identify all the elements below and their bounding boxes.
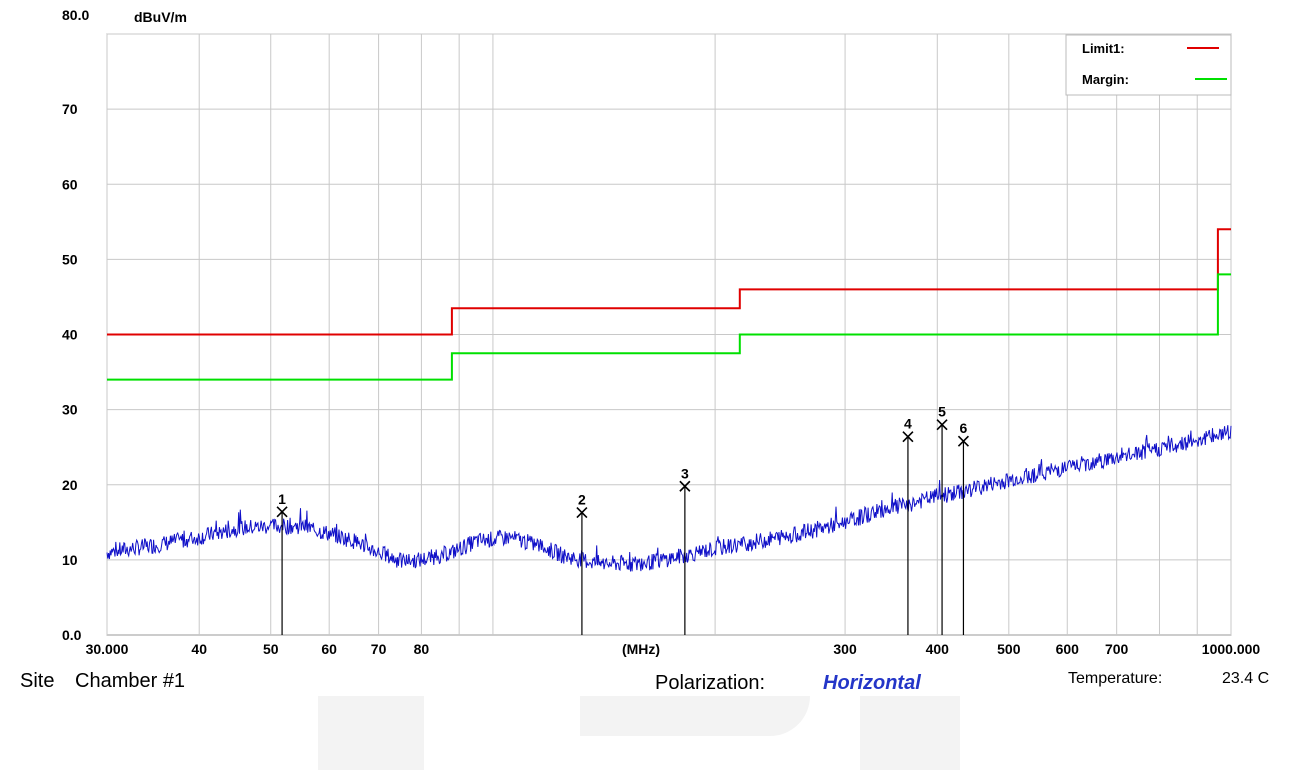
x-tick-label: 500 xyxy=(997,641,1021,657)
margin-line xyxy=(107,273,1231,381)
marker-cross xyxy=(276,506,288,518)
site-value: Chamber #1 xyxy=(75,670,186,692)
tick-labels: 0.0 10 20 30 40 50 60 70 80.0 30.000 40 50 60 70 80 300… xyxy=(62,7,1260,657)
y-tick-label: 10 xyxy=(62,552,78,568)
marker-label: 1 xyxy=(278,491,286,507)
x-tick-label: 400 xyxy=(926,641,950,657)
y-tick-label: 20 xyxy=(62,477,78,493)
watermark-shape xyxy=(318,696,424,770)
legend-box xyxy=(1065,34,1232,96)
x-tick-label: 700 xyxy=(1105,641,1129,657)
marker-cross xyxy=(576,506,588,519)
x-unit-label: (MHz) xyxy=(622,641,660,657)
x-tick-label: 30.000 xyxy=(86,641,129,657)
x-tick-label: 60 xyxy=(321,641,337,657)
y-tick-label: 70 xyxy=(62,101,78,117)
x-tick-label: 70 xyxy=(371,641,387,657)
marker-label: 5 xyxy=(938,404,946,420)
y-tick-label: 60 xyxy=(62,176,78,192)
marker-label: 6 xyxy=(960,420,968,436)
x-tick-label: 80 xyxy=(414,641,430,657)
watermark-shape xyxy=(860,696,960,770)
y-tick-label: 40 xyxy=(62,327,78,343)
marker-label: 2 xyxy=(578,492,586,508)
x-tick-label: 40 xyxy=(191,641,207,657)
polarization-label: Polarization: xyxy=(655,672,766,694)
legend: Limit1: Margin: xyxy=(1065,34,1232,96)
emission-chart: 1 2 3 4 56 0.0 10 20 30 40 50 60 70 80.0 30.000 40 50 60… xyxy=(62,7,1260,657)
polarization-value: Horizontal xyxy=(823,672,921,694)
series-layer xyxy=(106,228,1232,572)
temperature-value: 23.4 C xyxy=(1222,670,1270,687)
x-tick-label: 1000.000 xyxy=(1202,641,1261,657)
marker-label: 3 xyxy=(681,465,689,481)
limit-line xyxy=(107,228,1231,336)
marker-cross xyxy=(679,480,691,492)
y-tick-label: 50 xyxy=(62,251,78,267)
legend-label-limit: Limit1: xyxy=(1082,41,1125,56)
marker-cross xyxy=(936,419,948,431)
temperature-label: Temperature: xyxy=(1068,670,1163,687)
x-tick-label: 600 xyxy=(1056,641,1080,657)
site-label: Site xyxy=(20,670,55,692)
measurement-trace xyxy=(106,425,1232,572)
marker-cross xyxy=(902,431,914,443)
marker-cross xyxy=(957,435,970,447)
marker-label: 4 xyxy=(904,416,912,432)
x-tick-label: 300 xyxy=(833,641,857,657)
watermark-shape xyxy=(580,696,810,736)
y-unit-label: dBuV/m xyxy=(134,9,187,25)
x-tick-label: 50 xyxy=(263,641,279,657)
y-tick-label: 0.0 xyxy=(62,627,82,643)
marker-layer: 1 2 3 4 56 xyxy=(276,404,970,635)
legend-label-margin: Margin: xyxy=(1082,72,1129,87)
y-tick-label: 80.0 xyxy=(62,7,89,23)
y-tick-label: 30 xyxy=(62,402,78,418)
